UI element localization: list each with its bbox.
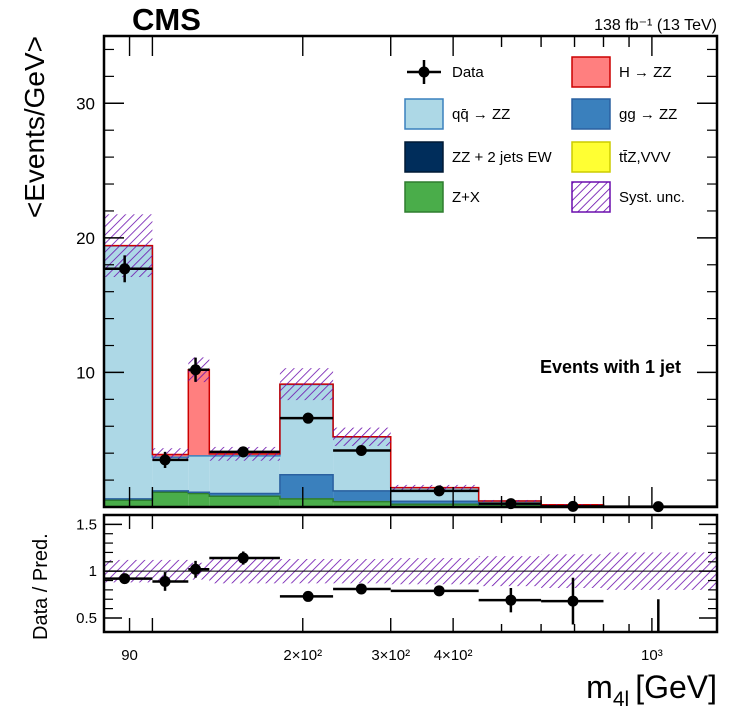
legend-entry-syst-label: Syst. unc. bbox=[619, 189, 685, 206]
legend-entry-ggzz-swatch bbox=[571, 98, 611, 130]
ratio-point-1 bbox=[159, 575, 171, 587]
legend-entry-zx-swatch bbox=[404, 181, 444, 213]
stack-bar-qq-zz-3 bbox=[209, 455, 280, 494]
data-point-3 bbox=[237, 446, 249, 458]
legend-entry-qqzz-swatch bbox=[404, 98, 444, 130]
ratio-data-points bbox=[104, 551, 660, 632]
x-tick-label-90: 90 bbox=[121, 647, 138, 664]
syst-band-bin-4 bbox=[279, 368, 334, 401]
data-point-1 bbox=[159, 454, 171, 466]
axis-ticks: 10 20 30 0.5 1 1.5 90 2×10² 3×10² 4×10² 10³ bbox=[76, 36, 717, 664]
category-annotation: Events with 1 jet bbox=[540, 357, 681, 377]
legend: Data H → ZZ qq̄ → ZZ gg → ZZ ZZ + 2 jets EW t… bbox=[404, 56, 685, 213]
x-axis-title: m4l [GeV] bbox=[586, 669, 717, 711]
legend-entry-ttz-label: tt̄Z,VVV bbox=[619, 149, 671, 166]
ratio-y-axis-title: Data / Pred. bbox=[30, 533, 52, 640]
data-point-4 bbox=[302, 412, 314, 424]
cms-label: CMS bbox=[132, 2, 201, 37]
axes-frames bbox=[102, 34, 719, 634]
legend-entry-data-label: Data bbox=[452, 64, 484, 81]
stack-bar-h-zz-2 bbox=[188, 369, 210, 456]
main-frame bbox=[102, 34, 719, 509]
legend-entry-syst-swatch bbox=[571, 181, 611, 213]
stack-bar-gg-zz-4 bbox=[279, 474, 334, 499]
legend-entry-ew-swatch bbox=[404, 141, 444, 173]
ratio-point-7 bbox=[505, 594, 517, 606]
x-axis-title-sub: 4l bbox=[613, 688, 629, 711]
stack-bar-gg-zz-3 bbox=[209, 493, 280, 496]
stacked-histogram bbox=[104, 244, 717, 507]
y-tick-label-30: 30 bbox=[76, 94, 95, 113]
ratio-point-2 bbox=[190, 563, 202, 575]
ratio-point-0 bbox=[119, 573, 131, 585]
stack-bar-z-x-0 bbox=[104, 500, 153, 507]
legend-entry-hzz-label: H → ZZ bbox=[619, 64, 672, 81]
ratio-point-5 bbox=[355, 583, 367, 595]
ratio-y-tick-label-1.5: 1.5 bbox=[76, 516, 97, 533]
x-tick-label-300: 3×10² bbox=[371, 647, 410, 664]
ratio-frame bbox=[102, 513, 719, 634]
stack-bar-qq-zz-2 bbox=[188, 455, 210, 493]
x-tick-label-1000: 10³ bbox=[641, 647, 663, 664]
data-point-6 bbox=[433, 485, 445, 497]
ratio-y-tick-label-0.5: 0.5 bbox=[76, 610, 97, 627]
x-axis-title-unit: [GeV] bbox=[635, 669, 717, 705]
y-tick-label-20: 20 bbox=[76, 229, 95, 248]
legend-entry-hzz-swatch bbox=[571, 56, 611, 88]
ratio-point-8 bbox=[567, 595, 579, 607]
legend-entry-zx-label: Z+X bbox=[452, 189, 480, 206]
stack-bar-z-x-4 bbox=[279, 498, 334, 507]
y-axis-title: <Events/GeV> bbox=[19, 36, 50, 218]
x-tick-label-200: 2×10² bbox=[283, 647, 322, 664]
stack-bar-z-x-1 bbox=[152, 492, 189, 507]
lumi-label: 138 fb⁻¹ (13 TeV) bbox=[594, 17, 717, 34]
ratio-point-6 bbox=[433, 585, 445, 597]
legend-entry-qqzz-label: qq̄ → ZZ bbox=[452, 106, 510, 123]
y-tick-label-10: 10 bbox=[76, 363, 95, 382]
stack-bar-z-x-3 bbox=[209, 496, 280, 507]
legend-entry-data-marker bbox=[418, 66, 430, 78]
stack-bar-qq-zz-1 bbox=[152, 457, 189, 491]
legend-entry-ew-label: ZZ + 2 jets EW bbox=[452, 149, 552, 166]
stack-bar-gg-zz-6 bbox=[390, 501, 479, 504]
stack-bar-z-x-2 bbox=[188, 493, 210, 507]
legend-entry-ttz-swatch bbox=[571, 141, 611, 173]
stack-bar-z-x-6 bbox=[390, 504, 479, 507]
stack-bar-z-x-5 bbox=[333, 501, 391, 507]
data-point-5 bbox=[355, 444, 367, 456]
stack-bar-gg-zz-5 bbox=[333, 490, 391, 501]
syst-band-bin-5 bbox=[333, 427, 391, 446]
ratio-point-3 bbox=[237, 552, 249, 564]
x-tick-label-400: 4×10² bbox=[434, 647, 473, 664]
data-point-2 bbox=[190, 364, 202, 376]
ratio-point-4 bbox=[302, 590, 314, 602]
x-axis-title-main: m bbox=[586, 669, 613, 705]
legend-entry-ggzz-label: gg → ZZ bbox=[619, 106, 677, 123]
ratio-y-tick-label-1: 1 bbox=[89, 563, 97, 580]
data-point-0 bbox=[119, 263, 131, 275]
